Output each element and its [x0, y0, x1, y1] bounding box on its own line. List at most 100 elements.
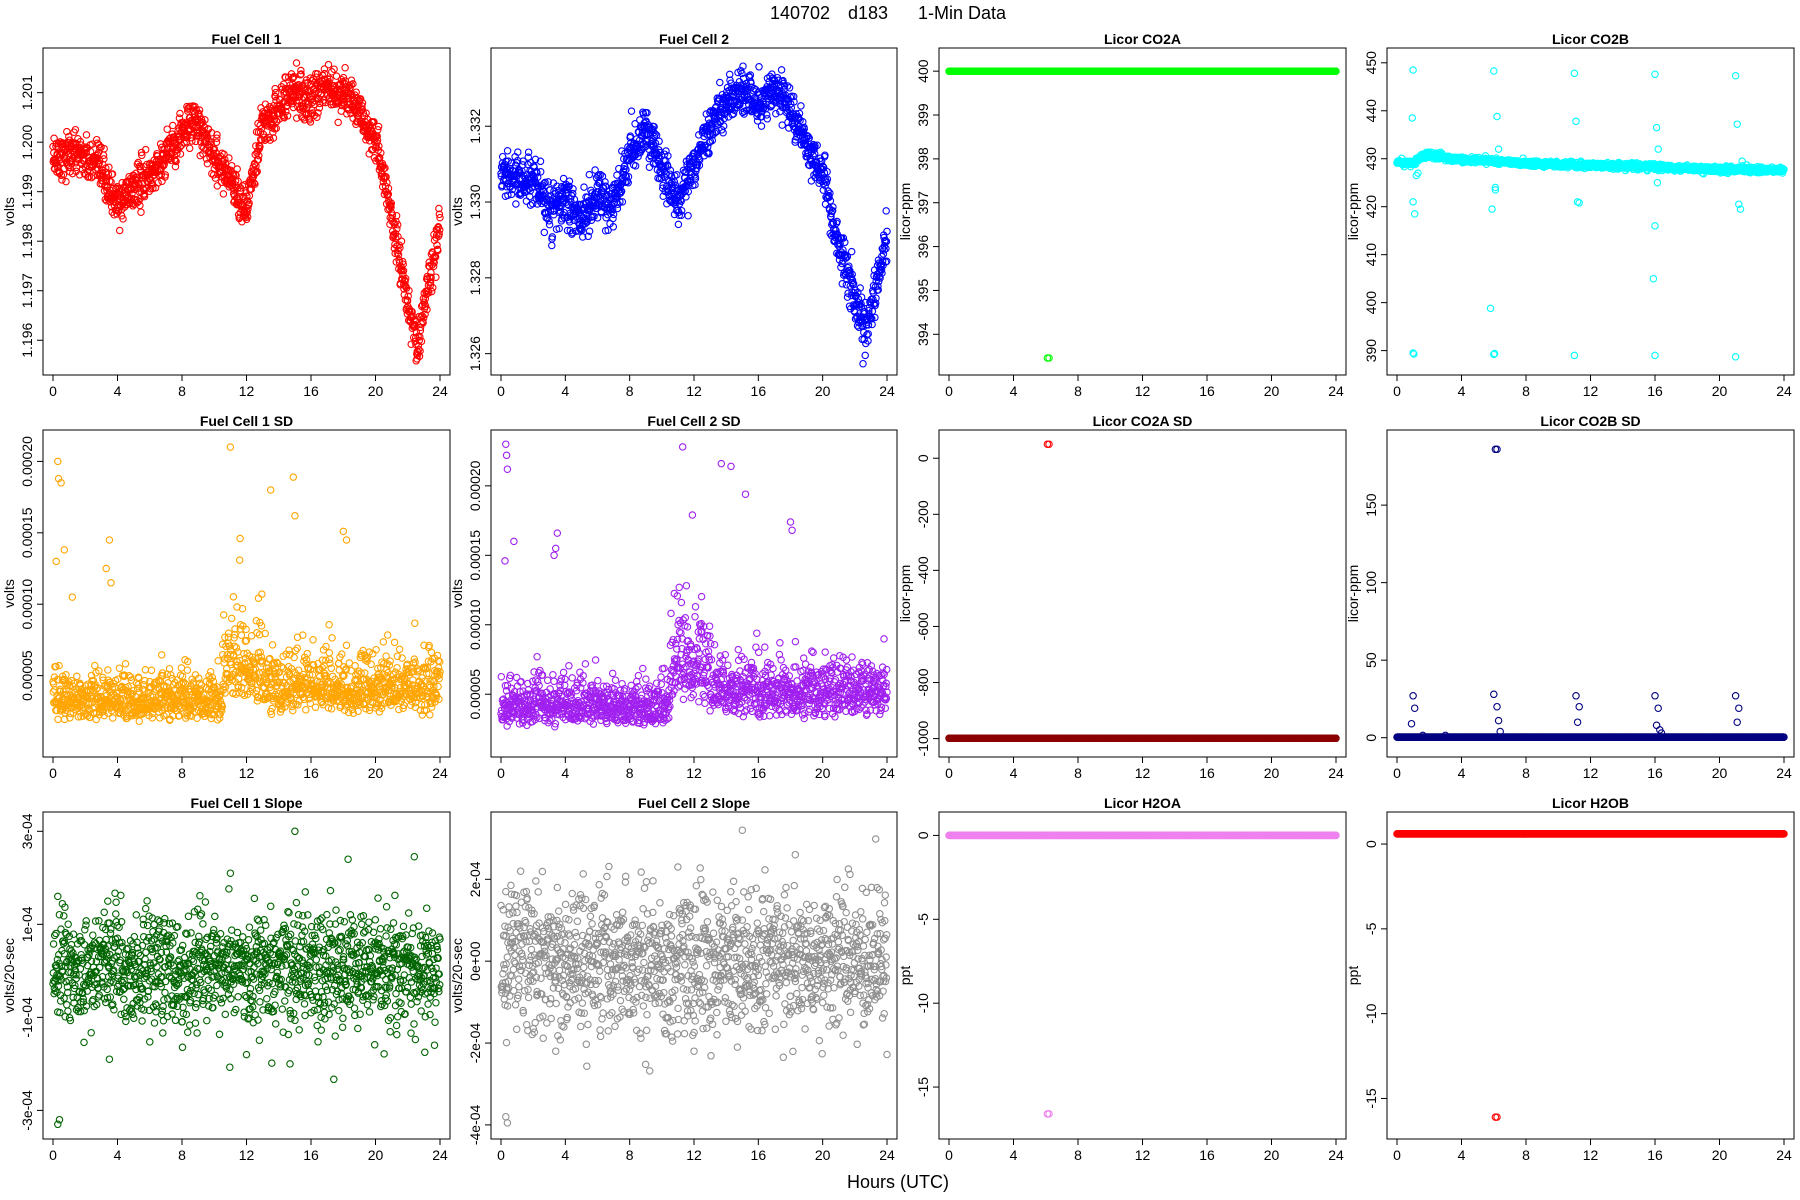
data-point	[211, 174, 220, 182]
data-point	[359, 109, 368, 117]
x-tick-label: 24	[1328, 383, 1344, 399]
data-point	[540, 228, 549, 237]
x-tick-label: 8	[1074, 383, 1082, 399]
data-point	[176, 143, 184, 151]
y-tick-label: 410	[1363, 243, 1379, 267]
x-tick-label: 4	[1010, 383, 1018, 399]
plot-frame	[938, 47, 1347, 376]
x-tick-label: 4	[114, 383, 122, 399]
plot-frame	[1386, 47, 1795, 376]
data-point	[341, 63, 349, 72]
data-point	[140, 192, 149, 201]
data-point	[225, 154, 233, 162]
y-tick-label: 1.200	[19, 124, 35, 159]
data-point	[289, 73, 297, 82]
data-point	[313, 113, 321, 121]
data-point	[289, 103, 298, 112]
data-point	[186, 102, 194, 111]
data-point	[243, 197, 252, 205]
data-point	[861, 351, 869, 360]
data-point	[797, 102, 805, 110]
data-point	[219, 157, 227, 166]
data-point	[137, 208, 145, 216]
data-point	[374, 126, 382, 134]
data-points	[497, 62, 891, 368]
data-point	[220, 150, 228, 159]
data-point	[522, 197, 531, 205]
data-point	[674, 220, 683, 229]
data-point	[306, 118, 315, 126]
data-point	[65, 132, 73, 141]
data-point	[82, 131, 91, 139]
panel-title: Fuel Cell 1	[211, 31, 281, 47]
data-point	[188, 137, 196, 145]
data-point	[254, 156, 263, 164]
data-point	[283, 112, 292, 120]
data-point	[154, 179, 162, 187]
data-point	[245, 199, 253, 207]
data-point	[108, 170, 117, 178]
data-point	[847, 247, 856, 256]
data-point	[636, 116, 644, 124]
data-point	[315, 104, 324, 112]
data-point	[320, 65, 329, 73]
x-tick-label: 20	[368, 383, 384, 399]
data-point	[119, 215, 127, 223]
data-point	[71, 125, 80, 134]
data-point	[135, 180, 143, 189]
panel-title: Fuel Cell 2	[659, 31, 729, 47]
x-tick-label: 0	[497, 383, 505, 399]
data-point	[177, 141, 186, 149]
data-point	[244, 204, 252, 213]
main-title-part-3: 1-Min Data	[918, 3, 1007, 23]
data-point	[213, 134, 221, 142]
data-point	[859, 359, 867, 368]
data-point	[318, 71, 327, 80]
y-tick-label: 1.330	[467, 184, 483, 219]
data-point	[171, 162, 180, 171]
data-point	[251, 180, 259, 188]
data-point	[272, 96, 280, 105]
data-point	[176, 109, 184, 118]
data-point	[247, 185, 256, 193]
data-point	[93, 139, 102, 148]
x-tick-label: 8	[626, 383, 634, 399]
x-tick-label: 4	[1458, 383, 1466, 399]
x-tick-label: 12	[1135, 383, 1151, 399]
data-point	[167, 156, 175, 164]
x-tick-label: 20	[1712, 383, 1728, 399]
data-point	[62, 177, 70, 186]
data-point	[223, 168, 231, 176]
data-point	[201, 116, 209, 124]
data-point	[210, 145, 219, 153]
x-tick-label: 12	[239, 383, 255, 399]
data-point	[100, 144, 108, 153]
data-point	[374, 122, 383, 131]
y-tick-label: 420	[1363, 195, 1379, 219]
x-tick-label: 0	[1393, 383, 1401, 399]
x-tick-label: 24	[879, 383, 895, 399]
data-point	[334, 118, 342, 127]
y-tick-label: 390	[1363, 339, 1379, 363]
data-point	[645, 163, 654, 171]
data-point	[269, 134, 278, 142]
data-point	[212, 138, 221, 146]
data-point	[755, 63, 763, 71]
x-tick-label: 20	[815, 383, 831, 399]
data-point	[185, 144, 194, 153]
y-tick-label: 1.198	[19, 223, 35, 258]
y-axis-label: volts	[449, 197, 465, 226]
y-tick-label: 397	[915, 191, 931, 215]
data-point	[161, 171, 170, 179]
data-point	[102, 164, 110, 172]
data-point	[255, 151, 263, 160]
data-points	[1393, 148, 1788, 178]
data-point	[253, 167, 261, 176]
data-point	[349, 80, 357, 88]
x-tick-label: 16	[303, 383, 319, 399]
data-point	[370, 118, 378, 126]
y-tick-label: 399	[915, 103, 931, 127]
data-point	[338, 77, 347, 86]
